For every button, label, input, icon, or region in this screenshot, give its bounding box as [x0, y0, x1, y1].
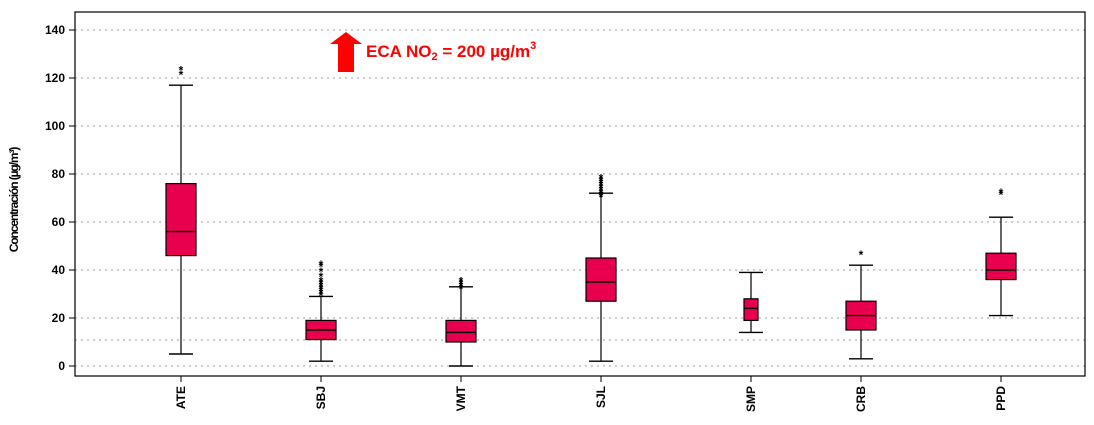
y-tick-label: 100	[45, 119, 65, 133]
box-iqr	[743, 298, 759, 321]
y-tick-label: 120	[45, 71, 65, 85]
outlier-point: *	[459, 275, 464, 289]
outlier-point: *	[319, 287, 324, 301]
box-smp	[739, 271, 763, 334]
outlier-point: *	[319, 275, 324, 289]
y-axis: 0 20 40 60 80 100 120 140	[45, 23, 75, 373]
outlier-point: *	[319, 260, 324, 274]
outlier-point: *	[859, 248, 864, 262]
outlier-point: *	[599, 174, 604, 188]
outlier-point: *	[319, 282, 324, 296]
outlier-point: *	[319, 284, 324, 298]
y-tick-label: 40	[52, 263, 66, 277]
plot-frame	[74, 11, 1086, 377]
box-sbj: ***********	[305, 258, 337, 362]
box-ate: **	[165, 63, 197, 355]
box-vmt: ****	[445, 275, 477, 367]
outlier-point: *	[599, 186, 604, 200]
grid-lines	[75, 29, 1085, 367]
x-axis: ATE SBJ VMT SJL SMP CRB PPD	[174, 376, 1008, 412]
outlier-point: *	[459, 282, 464, 296]
outlier-point: *	[319, 265, 324, 279]
outlier-point: *	[319, 289, 324, 303]
outlier-point: *	[999, 186, 1004, 200]
outlier-point: *	[599, 176, 604, 190]
outlier-point: *	[319, 277, 324, 291]
x-tick-label: VMT	[454, 385, 468, 411]
y-axis-label: Concentración (µg/m³)	[7, 147, 21, 253]
outlier-point: *	[599, 171, 604, 185]
y-tick-label: 20	[52, 311, 66, 325]
y-tick-label: 0	[58, 359, 65, 373]
x-tick-label: SBJ	[314, 386, 328, 409]
outlier-point: *	[319, 279, 324, 293]
outlier-point: *	[179, 68, 184, 82]
outlier-point: *	[599, 181, 604, 195]
outlier-point: *	[599, 191, 604, 205]
box-ppd: **	[985, 186, 1017, 317]
x-tick-label: SJL	[594, 386, 608, 408]
outlier-point: *	[599, 183, 604, 197]
x-tick-label: ATE	[174, 386, 188, 409]
arrow-up-icon	[330, 32, 362, 72]
x-tick-label: PPD	[994, 386, 1008, 411]
outlier-point: *	[459, 277, 464, 291]
box-iqr	[585, 257, 617, 302]
box-crb: *	[845, 248, 877, 360]
outlier-point: *	[459, 279, 464, 293]
box-iqr	[165, 183, 197, 257]
outlier-point: *	[319, 258, 324, 272]
x-tick-label: CRB	[854, 386, 868, 412]
outlier-point: *	[179, 63, 184, 77]
y-tick-label: 80	[52, 167, 66, 181]
box-sjl: *********	[585, 171, 617, 362]
outlier-point: *	[599, 179, 604, 193]
box-iqr	[445, 319, 477, 343]
box-iqr	[985, 252, 1017, 281]
y-tick-label: 140	[45, 23, 65, 37]
y-tick-label: 60	[52, 215, 66, 229]
box-series: *****************************	[165, 63, 1017, 367]
eca-annotation: ECA NO2 = 200 µg/m3	[330, 32, 536, 72]
outlier-point: *	[599, 188, 604, 202]
eca-annotation-text: ECA NO2 = 200 µg/m3	[366, 40, 537, 63]
outlier-point: *	[999, 188, 1004, 202]
x-tick-label: SMP	[744, 386, 758, 412]
outlier-point: *	[319, 270, 324, 284]
